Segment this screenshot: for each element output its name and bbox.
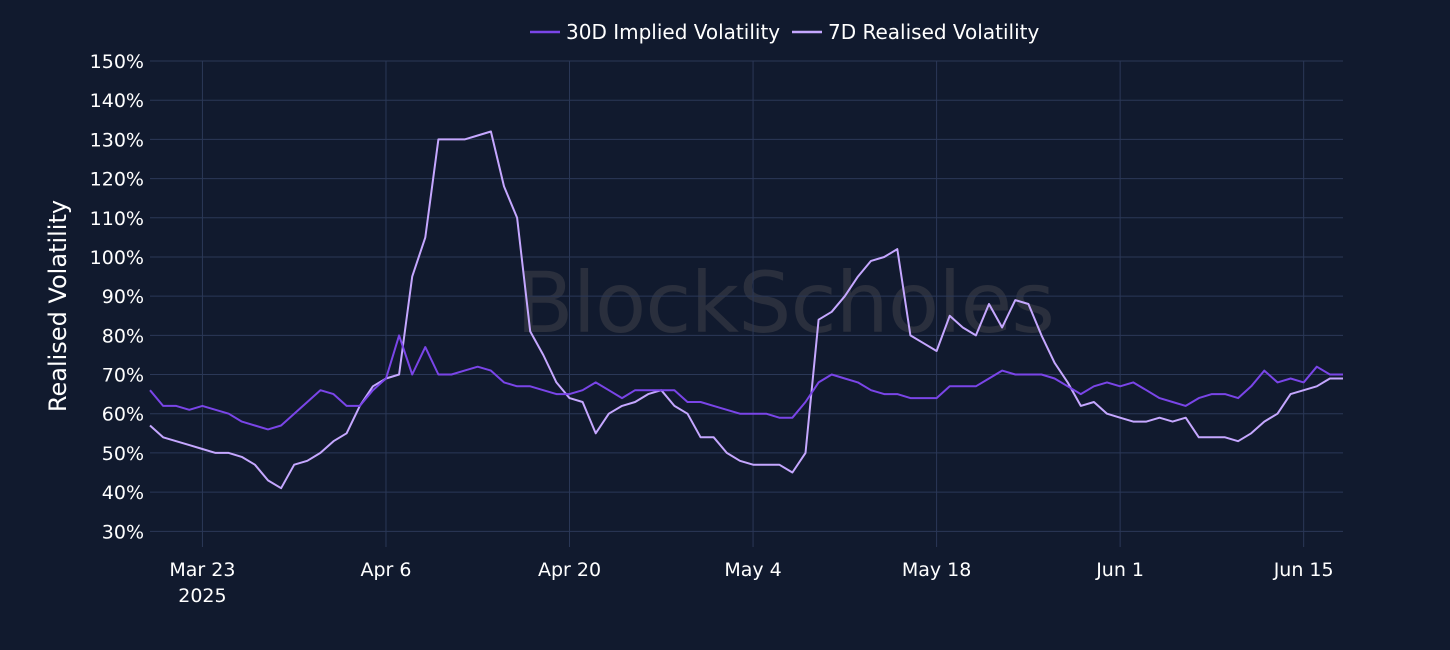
x-tick-label: Apr 6 — [360, 559, 411, 581]
x-tick-label: Jun 15 — [1273, 559, 1334, 581]
y-axis-ticks: 30% 40% 50% 60% 70% 80% 90% 100% 110% 120% 130% 140… — [90, 51, 144, 543]
x-tick-label: May 4 — [724, 559, 781, 581]
series-lines — [149, 130, 1343, 490]
legend[interactable]: 30D Implied Volatility 7D Realised Volati… — [530, 20, 1039, 44]
legend-label: 7D Realised Volatility — [828, 20, 1039, 44]
y-tick-label: 110% — [90, 208, 144, 230]
series-line-1 — [149, 130, 1343, 490]
x-tick-label: Apr 20 — [538, 559, 601, 581]
y-tick-label: 40% — [102, 482, 144, 504]
legend-item-1[interactable]: 7D Realised Volatility — [792, 20, 1039, 44]
legend-item-0[interactable]: 30D Implied Volatility — [530, 20, 780, 44]
x-tick-label: Mar 23 — [169, 559, 235, 581]
y-tick-label: 80% — [102, 325, 144, 347]
y-tick-label: 130% — [90, 129, 144, 151]
y-tick-label: 70% — [102, 365, 144, 387]
y-tick-label: 60% — [102, 404, 144, 426]
legend-label: 30D Implied Volatility — [566, 20, 780, 44]
y-axis-title: Realised Volatility — [44, 200, 72, 412]
y-tick-label: 50% — [102, 443, 144, 465]
series-line-0 — [149, 334, 1343, 431]
y-tick-label: 120% — [90, 169, 144, 191]
x-tick-label: Jun 1 — [1095, 559, 1144, 581]
y-tick-label: 30% — [102, 521, 144, 543]
x-tick-label: May 18 — [902, 559, 972, 581]
y-tick-label: 140% — [90, 90, 144, 112]
grid — [150, 60, 1343, 547]
y-tick-label: 150% — [90, 51, 144, 73]
y-tick-label: 100% — [90, 247, 144, 269]
watermark: BlockScholes — [516, 254, 1054, 352]
x-tick-sublabel: 2025 — [178, 585, 226, 607]
y-tick-label: 90% — [102, 286, 144, 308]
x-axis-ticks: Mar 23 2025 Apr 6 Apr 20 May 4 May 18 Jun 1 Jun… — [169, 559, 1333, 607]
